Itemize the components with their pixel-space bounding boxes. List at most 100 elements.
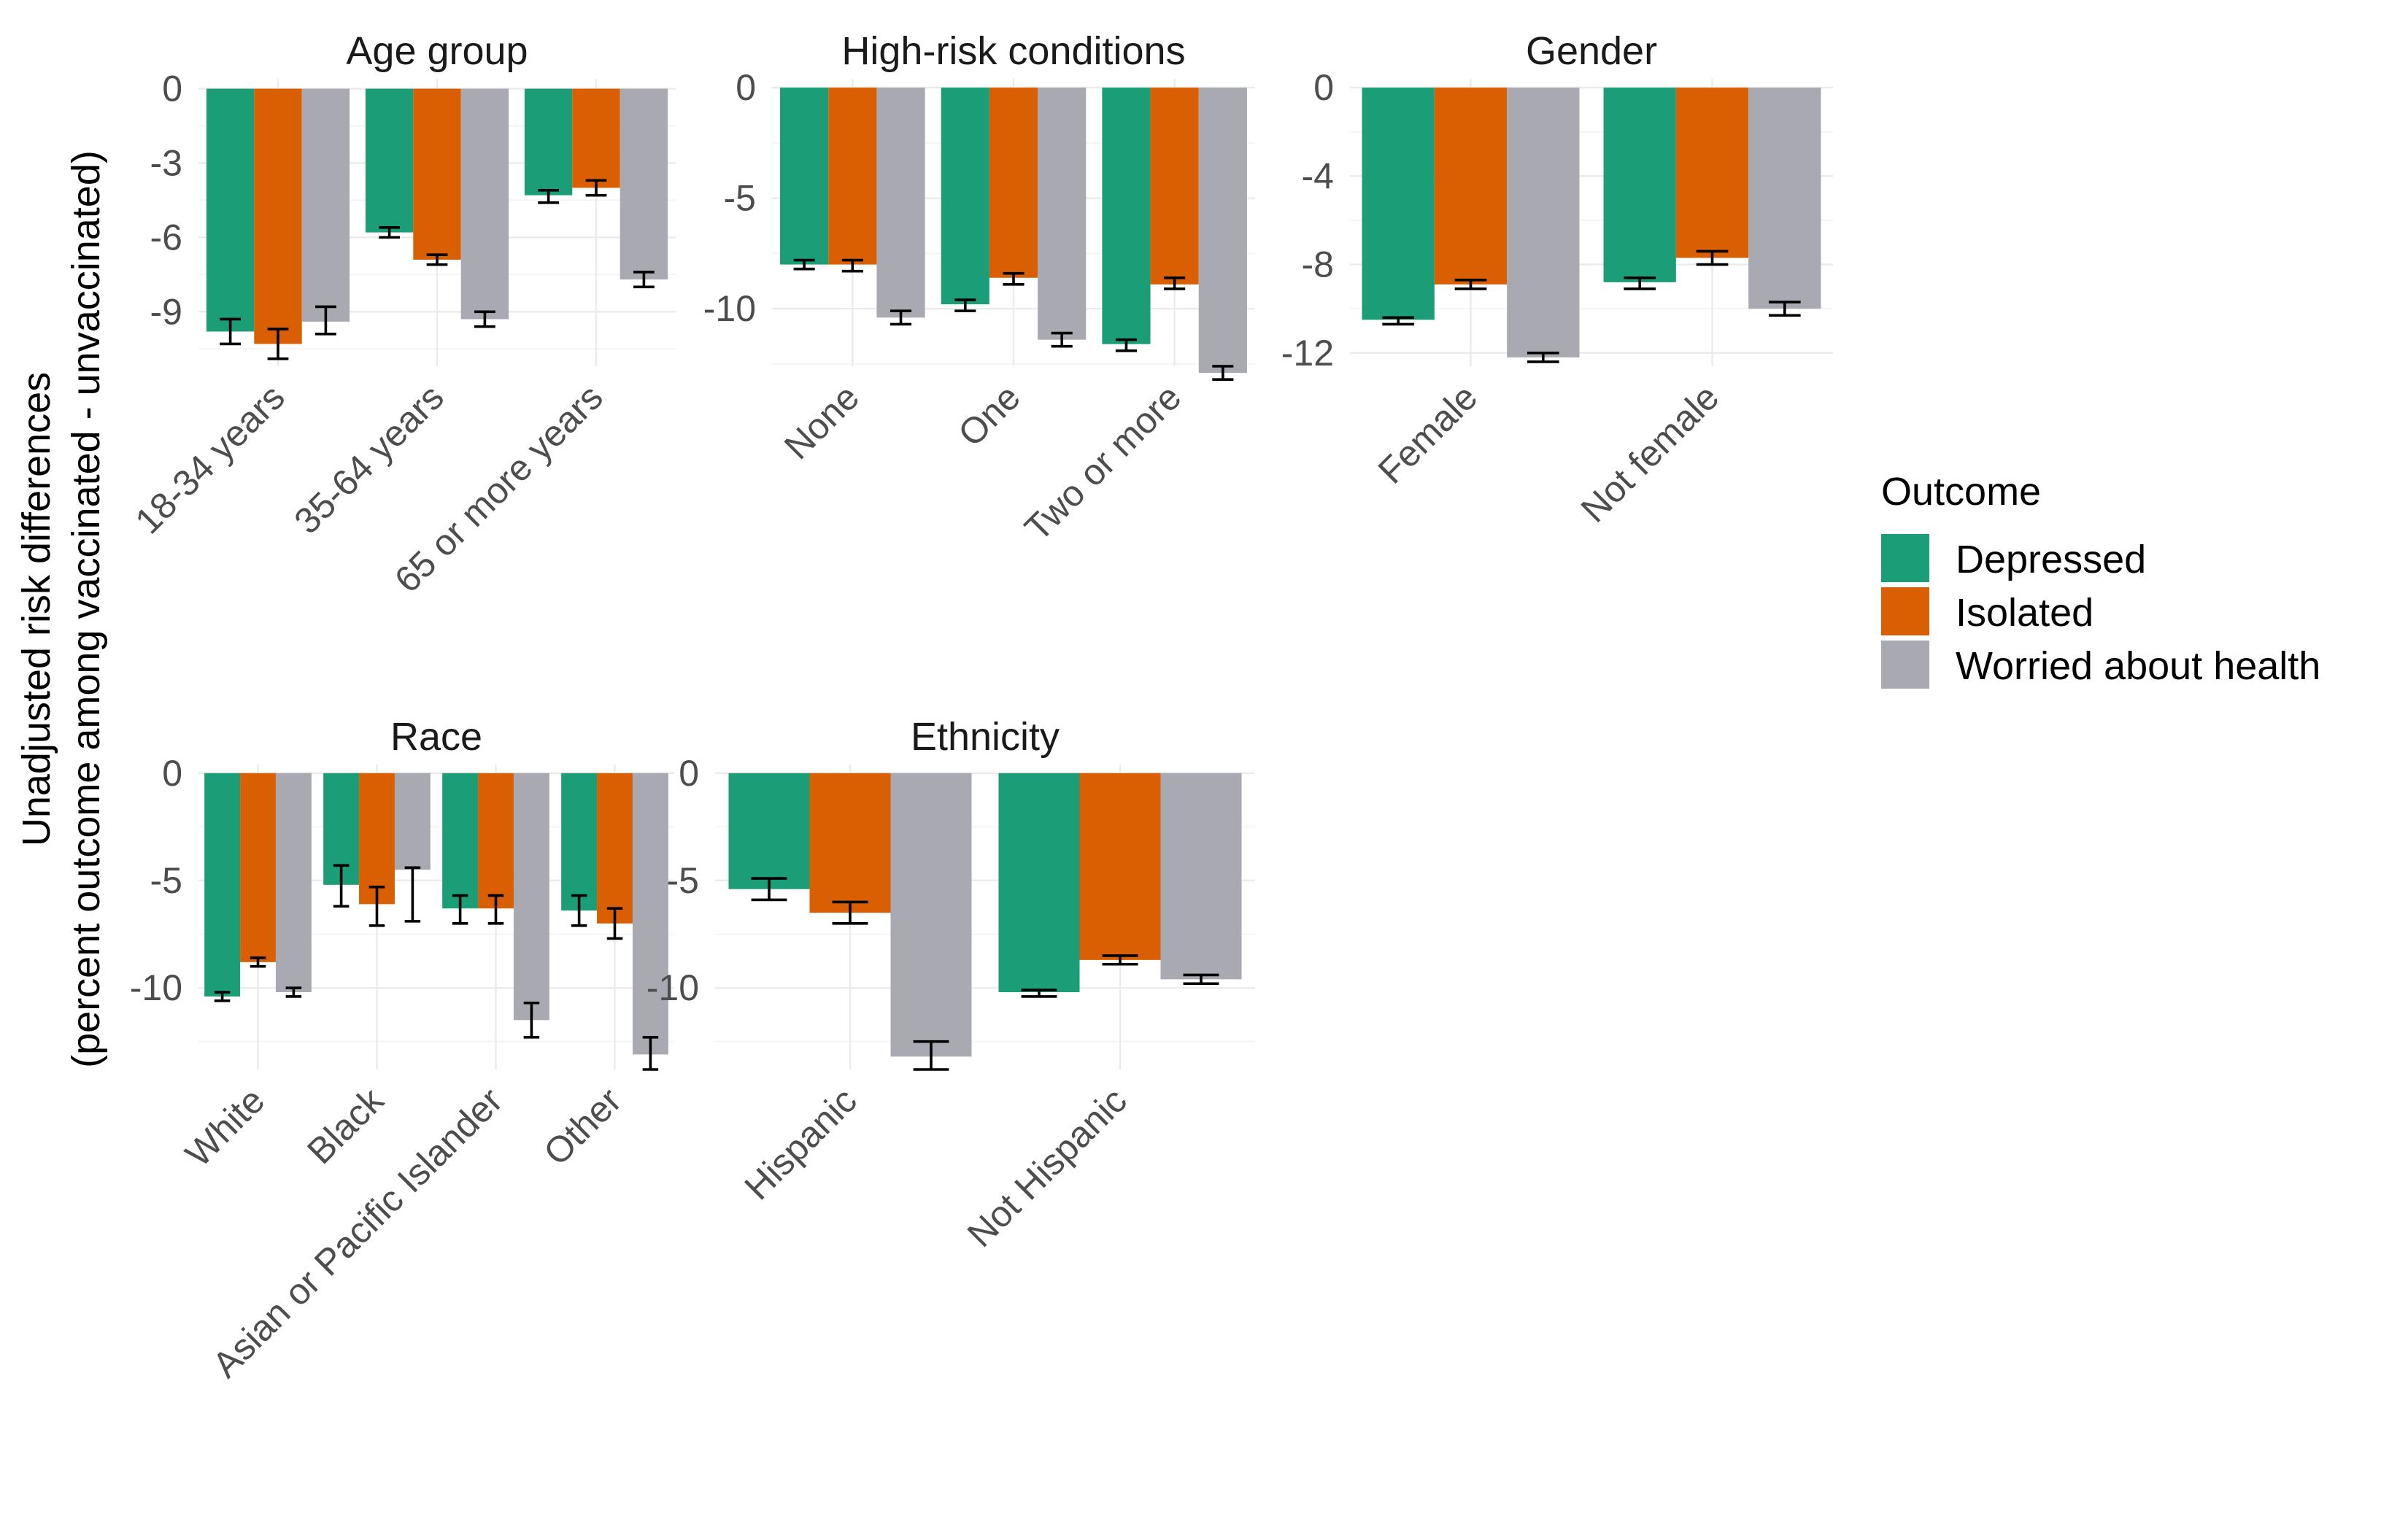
bar-age-group-65-or-more-years-isolated	[572, 88, 620, 188]
bar-age-group-35-64-years-isolated	[413, 88, 461, 260]
y-tick-label: -10	[130, 967, 182, 1008]
errorbar-age-group-65-or-more-years-isolated	[585, 179, 607, 197]
y-tick-label: -5	[724, 178, 756, 219]
errorbar-ethnicity-not-hispanic-depressed	[1021, 989, 1057, 998]
x-tick-label-18-34-years: 18-34 years	[127, 376, 292, 541]
errorbar-high-risk-conditions-none-isolated	[841, 258, 863, 273]
bar-high-risk-conditions-one-worried-about-health	[1038, 88, 1087, 340]
errorbar-high-risk-conditions-none-worried-about-health	[890, 309, 912, 326]
facet-title-high-risk-conditions: High-risk conditions	[841, 29, 1185, 73]
errorbar-high-risk-conditions-two-or-more-depressed	[1115, 338, 1138, 352]
bar-high-risk-conditions-none-worried-about-health	[876, 88, 925, 318]
y-tick-label: -9	[150, 291, 182, 332]
legend-title: Outcome	[1881, 470, 2041, 514]
errorbar-age-group-18-34-years-worried-about-health	[315, 305, 336, 336]
errorbar-race-other-depressed	[571, 894, 587, 927]
bar-ethnicity-hispanic-depressed	[728, 773, 810, 889]
facet-title-ethnicity: Ethnicity	[911, 715, 1060, 759]
bar-race-asian-or-pacific-islander-isolated	[478, 773, 514, 909]
bar-age-group-65-or-more-years-worried-about-health	[620, 88, 668, 280]
x-tick-label-one: One	[950, 376, 1027, 454]
bar-race-other-isolated	[597, 773, 633, 924]
bar-gender-female-isolated	[1434, 88, 1508, 285]
x-tick-label-not-female: Not female	[1573, 376, 1727, 530]
bar-race-other-depressed	[561, 773, 598, 911]
bar-ethnicity-not-hispanic-depressed	[998, 773, 1080, 993]
errorbar-age-group-18-34-years-depressed	[220, 317, 241, 346]
errorbar-race-asian-or-pacific-islander-isolated	[487, 894, 504, 925]
errorbar-age-group-18-34-years-isolated	[267, 328, 289, 360]
legend-key-isolated	[1881, 587, 1929, 635]
bar-gender-not-female-depressed	[1603, 88, 1676, 282]
y-axis-title: Unadjusted risk differences (percent out…	[15, 150, 108, 1068]
bar-ethnicity-not-hispanic-isolated	[1079, 773, 1161, 960]
errorbar-age-group-35-64-years-isolated	[426, 253, 448, 266]
legend: Outcome Depressed Isolated Worried about…	[1881, 470, 2320, 689]
legend-label-worried-about-health: Worried about health	[1956, 644, 2320, 688]
errorbar-ethnicity-hispanic-depressed	[751, 877, 787, 902]
x-tick-label-hispanic: Hispanic	[737, 1080, 865, 1207]
bar-race-asian-or-pacific-islander-depressed	[442, 773, 479, 909]
y-tick-label: 0	[162, 69, 182, 109]
bar-ethnicity-not-hispanic-worried-about-health	[1160, 773, 1242, 980]
bar-race-asian-or-pacific-islander-worried-about-health	[513, 773, 549, 1021]
y-tick-label: -4	[1302, 155, 1334, 196]
panel-gender: 0 -4 -8 -12 Female Not female Gender	[1281, 29, 1833, 530]
errorbar-gender-not-female-isolated	[1696, 249, 1729, 266]
bar-race-black-worried-about-health	[394, 773, 431, 870]
errorbar-race-asian-or-pacific-islander-depressed	[452, 894, 468, 925]
errorbar-race-black-isolated	[368, 885, 385, 927]
x-tick-label-white: White	[177, 1080, 272, 1175]
y-tick-label: 0	[736, 67, 756, 108]
legend-key-depressed	[1881, 534, 1929, 582]
facet-title-gender: Gender	[1526, 29, 1657, 73]
y-tick-label: 0	[1313, 67, 1334, 108]
bar-ethnicity-hispanic-worried-about-health	[890, 773, 972, 1057]
errorbar-age-group-35-64-years-depressed	[379, 225, 400, 239]
facet-title-race: Race	[390, 715, 482, 759]
bar-gender-female-worried-about-health	[1507, 88, 1580, 357]
facet-title-age-group: Age group	[346, 29, 528, 73]
errorbar-gender-not-female-worried-about-health	[1768, 301, 1801, 317]
errorbar-race-white-depressed	[214, 991, 231, 1002]
legend-key-worried-about-health	[1881, 641, 1929, 689]
bar-race-white-isolated	[240, 773, 276, 962]
y-tick-label: -6	[150, 217, 182, 258]
errorbar-high-risk-conditions-one-isolated	[1003, 271, 1024, 286]
errorbar-ethnicity-not-hispanic-worried-about-health	[1183, 973, 1219, 986]
errorbar-age-group-65-or-more-years-worried-about-health	[633, 271, 655, 289]
errorbar-high-risk-conditions-two-or-more-isolated	[1164, 276, 1186, 290]
bar-high-risk-conditions-two-or-more-isolated	[1150, 88, 1199, 285]
y-tick-label: 0	[162, 753, 182, 794]
bar-race-other-worried-about-health	[632, 773, 668, 1055]
x-tick-label-not-hispanic: Not Hispanic	[960, 1080, 1135, 1255]
bar-high-risk-conditions-two-or-more-depressed	[1102, 88, 1151, 344]
legend-label-depressed: Depressed	[1956, 538, 2146, 581]
errorbar-race-other-isolated	[606, 907, 623, 940]
legend-label-isolated: Isolated	[1956, 591, 2094, 635]
y-tick-label: -5	[150, 860, 182, 901]
errorbar-ethnicity-hispanic-worried-about-health	[913, 1040, 949, 1071]
errorbar-race-white-worried-about-health	[285, 986, 302, 998]
y-tick-label: -10	[647, 967, 699, 1008]
y-tick-label: -3	[150, 142, 182, 183]
x-tick-label-black: Black	[299, 1079, 392, 1172]
bar-gender-female-depressed	[1362, 88, 1435, 320]
errorbar-high-risk-conditions-two-or-more-worried-about-health	[1212, 365, 1234, 381]
y-tick-label: -8	[1302, 244, 1334, 285]
y-tick-label: -12	[1281, 333, 1334, 374]
bar-age-group-35-64-years-worried-about-health	[460, 88, 509, 320]
bar-gender-not-female-worried-about-health	[1748, 88, 1821, 309]
errorbar-race-white-isolated	[250, 956, 266, 968]
bar-high-risk-conditions-two-or-more-worried-about-health	[1198, 88, 1247, 374]
bar-high-risk-conditions-one-depressed	[941, 88, 989, 305]
errorbar-age-group-35-64-years-worried-about-health	[474, 310, 495, 328]
bar-race-white-worried-about-health	[275, 773, 312, 993]
errorbar-gender-female-depressed	[1382, 316, 1415, 326]
bar-age-group-65-or-more-years-depressed	[524, 88, 573, 196]
